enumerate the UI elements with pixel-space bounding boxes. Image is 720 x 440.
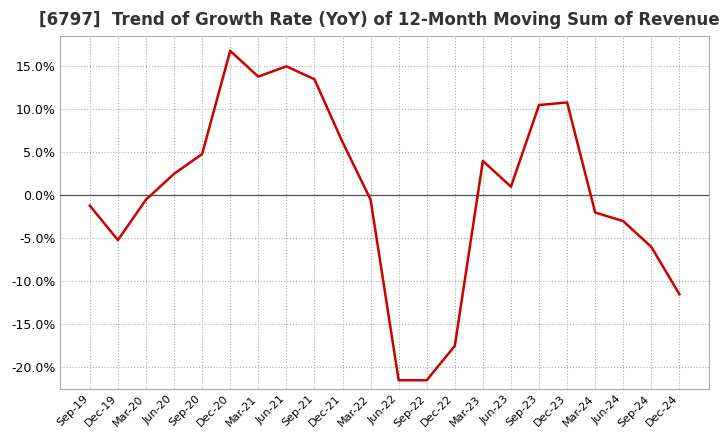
Title: [6797]  Trend of Growth Rate (YoY) of 12-Month Moving Sum of Revenues: [6797] Trend of Growth Rate (YoY) of 12-… (40, 11, 720, 29)
